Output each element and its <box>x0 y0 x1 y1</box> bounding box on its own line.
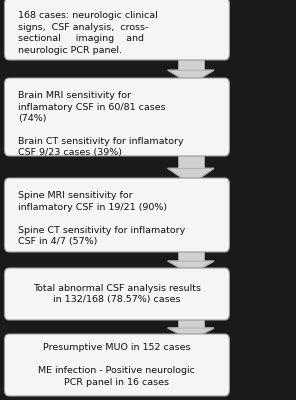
Text: 168 cases: neurologic clinical
signs,  CSF analysis,  cross-
sectional     imagi: 168 cases: neurologic clinical signs, CS… <box>18 11 157 54</box>
FancyBboxPatch shape <box>4 178 229 252</box>
FancyBboxPatch shape <box>4 78 229 156</box>
FancyBboxPatch shape <box>4 268 229 320</box>
Bar <box>178 246 204 261</box>
Text: Brain MRI sensitivity for
inflamatory CSF in 60/81 cases
(74%)

Brain CT sensiti: Brain MRI sensitivity for inflamatory CS… <box>18 91 184 158</box>
Bar <box>178 150 204 168</box>
Polygon shape <box>168 70 214 84</box>
Polygon shape <box>168 168 214 184</box>
Text: Spine MRI sensitivity for
inflamatory CSF in 19/21 (90%)

Spine CT sensitivity f: Spine MRI sensitivity for inflamatory CS… <box>18 191 185 246</box>
Bar <box>178 314 204 328</box>
FancyBboxPatch shape <box>4 0 229 60</box>
Polygon shape <box>168 328 214 340</box>
Polygon shape <box>168 261 214 274</box>
Text: Total abnormal CSF analysis results
in 132/168 (78.57%) cases: Total abnormal CSF analysis results in 1… <box>33 284 201 304</box>
FancyBboxPatch shape <box>4 334 229 396</box>
Bar <box>178 54 204 70</box>
Text: Presumptive MUO in 152 cases

ME infection - Positive neurologic
PCR panel in 16: Presumptive MUO in 152 cases ME infectio… <box>38 343 195 387</box>
